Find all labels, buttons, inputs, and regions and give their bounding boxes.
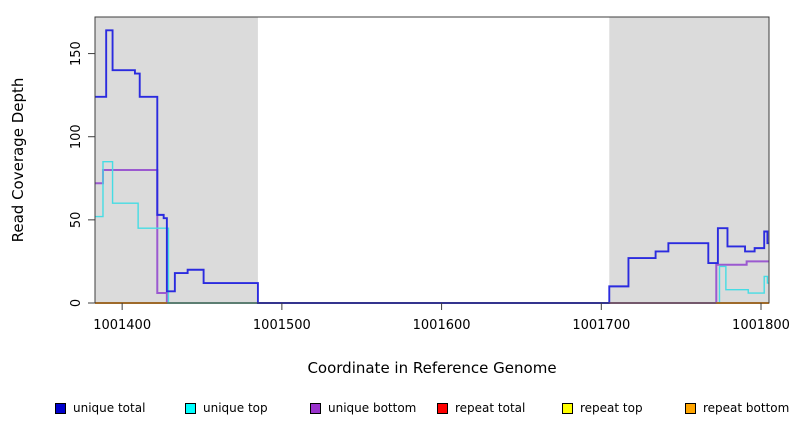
y-axis-title: Read Coverage Depth xyxy=(9,78,27,243)
x-tick-label: 1001500 xyxy=(253,318,311,333)
y-tick-label: 0 xyxy=(69,299,84,307)
legend-label: repeat top xyxy=(580,401,643,415)
legend-swatch-repeat-bottom xyxy=(685,402,696,414)
masked-region-shade xyxy=(609,17,769,303)
y-tick-label: 100 xyxy=(69,124,84,149)
legend-item-unique-total: unique total xyxy=(55,401,145,415)
plot-box-border xyxy=(94,16,770,304)
x-tick-label: 1001700 xyxy=(572,318,630,333)
x-tick-label: 1001600 xyxy=(413,318,471,333)
legend-label: unique top xyxy=(203,401,268,415)
legend-swatch-repeat-total xyxy=(437,402,448,414)
legend-swatch-unique-total xyxy=(55,402,66,414)
x-tick-label: 1001800 xyxy=(732,318,790,333)
x-axis-title: Coordinate in Reference Genome xyxy=(307,359,556,377)
axis-tick-labels: 1001400 1001500 1001600 1001700 1001800 0 50 10… xyxy=(69,41,790,333)
legend-item-repeat-bottom: repeat bottom xyxy=(685,401,789,415)
y-tick-label: 150 xyxy=(69,41,84,66)
legend-swatch-unique-bottom xyxy=(310,402,321,414)
x-tick-label: 1001400 xyxy=(93,318,151,333)
legend-swatch-repeat-top xyxy=(562,402,573,414)
axis-ticks xyxy=(88,53,762,310)
masked-region-shade xyxy=(95,17,258,303)
legend-item-unique-bottom: unique bottom xyxy=(310,401,416,415)
legend-label: unique bottom xyxy=(328,401,417,415)
masked-region-shading xyxy=(95,17,769,303)
legend-item-unique-top: unique top xyxy=(185,401,268,415)
legend-label: repeat bottom xyxy=(703,401,790,415)
y-tick-label: 50 xyxy=(69,212,84,229)
legend-label: repeat total xyxy=(455,401,526,415)
series-line-unique-top xyxy=(95,160,769,304)
legend-item-repeat-total: repeat total xyxy=(437,401,525,415)
legend-item-repeat-top: repeat top xyxy=(562,401,643,415)
legend-label: unique total xyxy=(73,401,146,415)
legend-swatch-unique-top xyxy=(185,402,196,414)
